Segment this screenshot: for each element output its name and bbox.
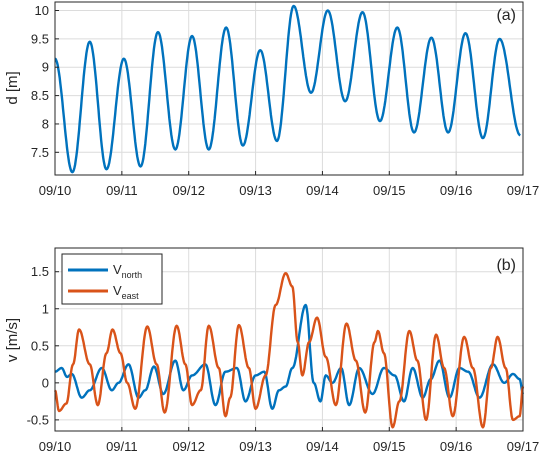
panel-b-x-tick-label: 09/14 bbox=[306, 439, 339, 454]
panel-a-y-tick-label: 9 bbox=[42, 60, 49, 75]
panel-a-x-tick-label: 09/12 bbox=[172, 183, 205, 198]
panel-b-y-tick-label: 1 bbox=[42, 301, 49, 316]
panel-a-axes-box bbox=[54, 1, 524, 176]
panel-a-x-tick-label: 09/10 bbox=[39, 183, 72, 198]
legend-box bbox=[61, 253, 163, 305]
legend-label-v-north: Vnorth bbox=[113, 262, 142, 280]
panel-b-axes-box bbox=[54, 247, 524, 432]
panel-b-y-tick-label: -0.5 bbox=[27, 412, 49, 427]
panel-a-x-tick-label: 09/16 bbox=[440, 183, 473, 198]
panel-b-y-tick-label: 0 bbox=[42, 375, 49, 390]
panel-b-x-tick-label: 09/17 bbox=[507, 439, 540, 454]
panel-b-label: (b) bbox=[496, 257, 516, 274]
panel-b-series-line-1 bbox=[53, 272, 525, 429]
panel-b-y-tick-label: 0.5 bbox=[31, 338, 49, 353]
panel-a-x-tick-label: 09/14 bbox=[306, 183, 339, 198]
panel-b-y-tick-label: 1.5 bbox=[31, 264, 49, 279]
panel-a-x-tick-label: 09/11 bbox=[106, 183, 138, 198]
panel-a-y-tick-label: 8.5 bbox=[31, 88, 49, 103]
panel-a-y-tick-label: 8 bbox=[42, 116, 49, 131]
panel-a-series-line-0 bbox=[54, 4, 521, 174]
panel-a-y-tick-label: 9.5 bbox=[31, 31, 49, 46]
panel-a-y-ticks: 7.5 8 8.5 9 9.5 10 bbox=[31, 3, 59, 160]
panel-a-label: (a) bbox=[496, 7, 516, 24]
panel-a-x-tick-label: 09/15 bbox=[373, 183, 406, 198]
panel-b-x-tick-label: 09/16 bbox=[440, 439, 473, 454]
panel-b-ylabel: v [m/s] bbox=[4, 318, 21, 362]
panel-b-x-tick-label: 09/12 bbox=[172, 439, 205, 454]
panel-a-y-tick-label: 7.5 bbox=[31, 145, 49, 160]
legend-label-v-east: Veast bbox=[113, 283, 139, 301]
panel-a-depth: 7.588.599.510 09/10 09/11 09/12 09/13 09/14 0… bbox=[4, 1, 540, 198]
panel-b-x-tick-label: 09/13 bbox=[239, 439, 272, 454]
panel-a-ylabel: d [m] bbox=[4, 71, 21, 104]
panel-b-y-ticks: -0.5 0 0.5 1 1.5 bbox=[27, 264, 59, 427]
panel-b-x-tick-label: 09/10 bbox=[39, 439, 72, 454]
panel-b-x-tick-label: 09/11 bbox=[106, 439, 138, 454]
panel-a-x-tick-label: 09/13 bbox=[239, 183, 272, 198]
panel-a-x-tick-label: 09/17 bbox=[507, 183, 540, 198]
panel-b-series bbox=[53, 272, 525, 429]
panel-a-y-tick-label: 10 bbox=[35, 3, 49, 18]
panel-a-series bbox=[54, 4, 521, 174]
panel-a-x-ticks: 09/10 09/11 09/12 09/13 09/14 09/15 09/16 09/17 bbox=[39, 171, 540, 198]
panel-b-series-line-0 bbox=[54, 303, 525, 410]
panel-b-legend: Vnorth Veast bbox=[61, 253, 163, 305]
panel-b-x-ticks: 09/10 09/11 09/12 09/13 09/14 09/15 09/16 09/17 bbox=[39, 427, 540, 454]
panel-b-x-tick-label: 09/15 bbox=[373, 439, 406, 454]
panel-b-velocity: -0.500.511.5 09/10 09/11 09/12 09/13 09/14 09… bbox=[4, 247, 540, 454]
